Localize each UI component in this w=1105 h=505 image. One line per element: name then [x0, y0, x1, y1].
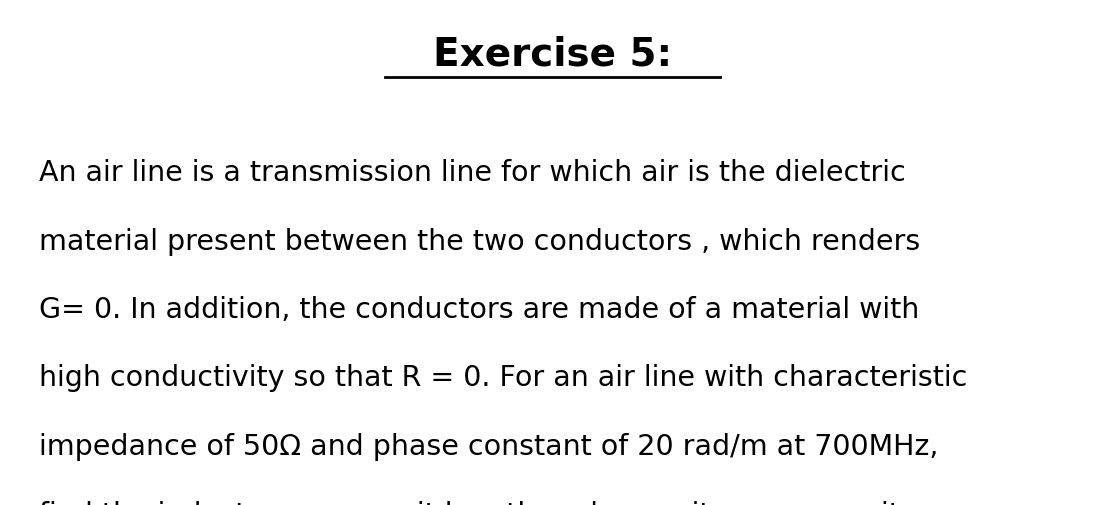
- Text: An air line is a transmission line for which air is the dielectric: An air line is a transmission line for w…: [39, 159, 905, 187]
- Text: impedance of 50Ω and phase constant of 20 rad/m at 700MHz,: impedance of 50Ω and phase constant of 2…: [39, 432, 938, 460]
- Text: G= 0. In addition, the conductors are made of a material with: G= 0. In addition, the conductors are ma…: [39, 295, 919, 323]
- Text: Exercise 5:: Exercise 5:: [433, 35, 672, 73]
- Text: material present between the two conductors , which renders: material present between the two conduct…: [39, 227, 920, 255]
- Text: high conductivity so that R = 0. For an air line with characteristic: high conductivity so that R = 0. For an …: [39, 364, 967, 391]
- Text: find the inductance per unit length and capacitance per unit: find the inductance per unit length and …: [39, 500, 899, 505]
